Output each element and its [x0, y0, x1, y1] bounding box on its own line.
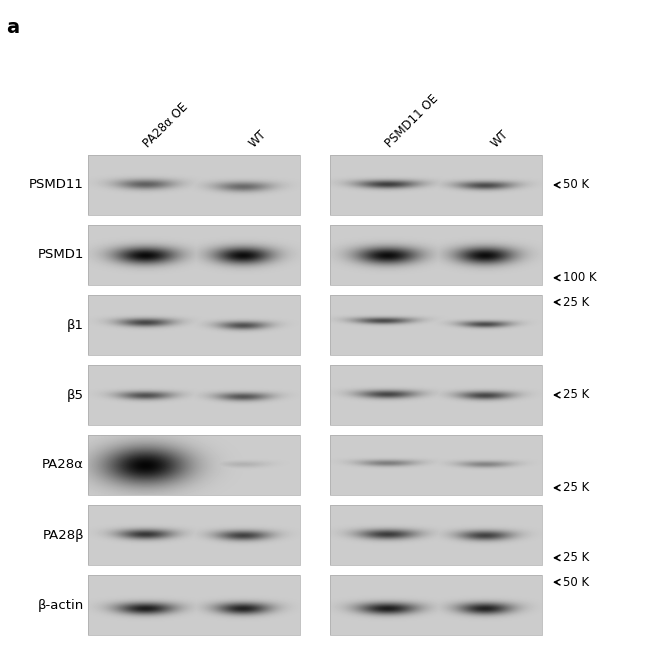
Text: PSMD1: PSMD1 — [38, 248, 84, 262]
Bar — [330, 365, 542, 425]
Text: PSMD11: PSMD11 — [29, 179, 84, 191]
Bar — [88, 505, 300, 565]
Text: WT: WT — [247, 127, 270, 150]
Text: β5: β5 — [67, 388, 84, 402]
Bar — [88, 225, 300, 285]
Bar — [330, 295, 542, 355]
Text: a: a — [6, 18, 19, 37]
Bar — [88, 295, 300, 355]
Text: 25 K: 25 K — [563, 388, 590, 402]
Bar — [330, 505, 542, 565]
Text: PA28α: PA28α — [42, 459, 84, 471]
Bar — [330, 575, 542, 635]
Bar — [330, 225, 542, 285]
Text: β1: β1 — [67, 319, 84, 331]
Text: PSMD11 OE: PSMD11 OE — [383, 92, 441, 150]
Text: 25 K: 25 K — [563, 481, 590, 494]
Text: PA28α OE: PA28α OE — [141, 100, 190, 150]
Text: 50 K: 50 K — [563, 576, 589, 589]
Bar — [88, 155, 300, 215]
Text: PA28β: PA28β — [42, 529, 84, 542]
Text: 25 K: 25 K — [563, 295, 590, 309]
Bar — [88, 435, 300, 495]
Bar — [330, 435, 542, 495]
Text: 100 K: 100 K — [563, 272, 597, 284]
Bar — [330, 155, 542, 215]
Text: 25 K: 25 K — [563, 551, 590, 564]
Text: β-actin: β-actin — [38, 598, 84, 612]
Text: WT: WT — [489, 127, 512, 150]
Bar — [88, 365, 300, 425]
Text: 50 K: 50 K — [563, 179, 589, 191]
Bar — [88, 575, 300, 635]
